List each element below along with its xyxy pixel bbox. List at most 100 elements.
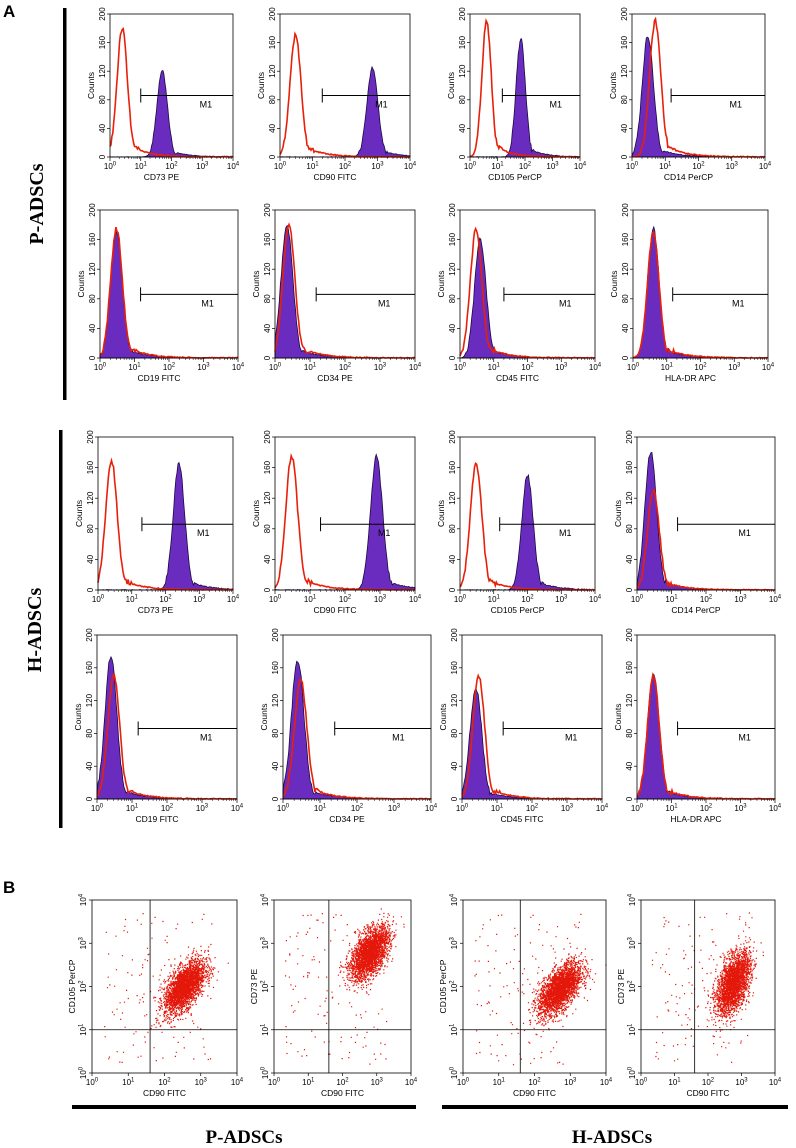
y-tick-label: 0	[458, 154, 467, 159]
x-tick-label: 100	[635, 1078, 648, 1088]
x-tick-label: 100	[456, 804, 469, 814]
y-tick-label: 160	[620, 35, 629, 49]
y-tick-label: 80	[88, 294, 97, 303]
y-tick-label: 40	[620, 123, 629, 132]
isotype-histogram	[631, 16, 766, 158]
x-tick-label: 103	[374, 363, 387, 373]
x-axis-label: CD90 FITC	[321, 1088, 364, 1098]
x-tick-label: 103	[561, 804, 574, 814]
x-tick-label: 100	[464, 162, 477, 172]
y-tick-label: 160	[86, 460, 95, 474]
plot-frame	[274, 436, 416, 591]
panel-label-b: B	[3, 878, 15, 897]
y-axis-label: Counts	[613, 500, 623, 527]
x-axis-label: CD90 FITC	[513, 1088, 556, 1098]
histogram-r3c1: 0 40 80 120 160 200 100 101 102 103 104 Counts CD34 …	[259, 628, 438, 824]
x-tick-label: 104	[231, 804, 244, 814]
x-tick-label: 103	[728, 363, 741, 373]
y-tick-label: 200	[263, 430, 272, 444]
y-tick-label: 200	[86, 430, 95, 444]
y-tick-label: 120	[98, 64, 107, 78]
x-tick-label: 104	[574, 162, 587, 172]
y-tick-label: 0	[86, 587, 95, 592]
y-tick-label: 160	[85, 661, 94, 675]
x-axis-label: CD90 FITC	[314, 172, 357, 182]
x-tick-label: 104	[405, 1078, 418, 1088]
x-tick-label: 100	[104, 162, 117, 172]
y-axis-label: Counts	[86, 72, 96, 99]
x-tick-label: 101	[488, 363, 501, 373]
y-tick-label: 104	[79, 893, 89, 906]
x-tick-label: 100	[631, 595, 644, 605]
x-tick-label: 102	[694, 363, 707, 373]
y-tick-label: 200	[85, 628, 94, 642]
x-tick-label: 103	[197, 363, 210, 373]
y-tick-label: 100	[79, 1066, 89, 1079]
x-tick-label: 100	[274, 162, 287, 172]
x-tick-label: 101	[493, 1078, 506, 1088]
x-axis-label: CD19 FITC	[136, 814, 179, 824]
y-tick-label: 120	[268, 64, 277, 78]
y-tick-label: 0	[85, 796, 94, 801]
y-tick-label: 120	[271, 693, 280, 707]
histogram-r0c0: 0 40 80 120 160 200 100 101 102 103 104 Counts CD73 …	[86, 7, 240, 182]
x-tick-label: 103	[555, 595, 568, 605]
plot-frame	[279, 13, 411, 158]
y-tick-label: 160	[450, 661, 459, 675]
y-tick-label: 40	[86, 554, 95, 563]
y-axis-label: Counts	[436, 500, 446, 527]
x-tick-label: 103	[734, 595, 747, 605]
x-tick-label: 100	[626, 162, 639, 172]
x-axis-label: CD19 FITC	[138, 373, 181, 383]
y-tick-label: 120	[625, 693, 634, 707]
x-tick-label: 104	[600, 1078, 613, 1088]
histogram-r2c1: 0 40 80 120 160 200 100 101 102 103 104 Counts CD90 …	[251, 430, 422, 615]
x-tick-label: 102	[351, 804, 364, 814]
x-tick-label: 101	[659, 162, 672, 172]
y-axis-label: Counts	[73, 704, 83, 731]
x-tick-label: 103	[564, 1078, 577, 1088]
isotype-histogram	[97, 457, 234, 591]
histogram-r1c2: 0 40 80 120 160 200 100 101 102 103 104 Counts CD45 …	[436, 203, 602, 383]
gate-label: M1	[550, 100, 563, 110]
x-tick-label: 102	[700, 595, 713, 605]
y-tick-label: 100	[450, 1066, 460, 1079]
x-tick-label: 102	[158, 1078, 171, 1088]
y-tick-label: 160	[458, 35, 467, 49]
gate-label: M1	[378, 298, 391, 308]
plot-frame	[97, 436, 234, 591]
x-axis-label: CD105 PerCP	[491, 605, 545, 615]
y-tick-label: 0	[448, 355, 457, 360]
x-axis-label: CD90 FITC	[143, 1088, 186, 1098]
y-tick-label: 80	[263, 524, 272, 533]
x-tick-label: 100	[91, 804, 104, 814]
y-tick-label: 200	[620, 7, 629, 21]
x-tick-label: 101	[128, 363, 141, 373]
x-tick-label: 101	[126, 804, 139, 814]
stained-histogram	[636, 672, 776, 800]
scatter-dots	[651, 912, 764, 1063]
y-tick-label: 40	[448, 323, 457, 332]
x-axis-label: CD73 PE	[138, 605, 174, 615]
stained-histogram	[279, 65, 411, 158]
y-tick-label: 103	[450, 936, 460, 949]
x-tick-label: 101	[661, 363, 674, 373]
y-axis-label: CD73 PE	[616, 968, 626, 1004]
x-axis-label: CD14 PerCP	[664, 172, 713, 182]
y-tick-label: 104	[628, 893, 638, 906]
y-tick-label: 0	[621, 355, 630, 360]
plot-frame	[91, 899, 238, 1074]
x-tick-label: 102	[336, 1078, 349, 1088]
scatter-plot-4: 100 101 102 103 104 100 101 102 103 104 CD90 FITC C…	[616, 893, 782, 1098]
y-tick-label: 200	[263, 203, 272, 217]
y-tick-label: 120	[263, 262, 272, 276]
y-tick-label: 80	[620, 95, 629, 104]
x-axis-label: CD34 PE	[317, 373, 353, 383]
histogram-r1c3: 0 40 80 120 160 200 100 101 102 103 104 Counts HLA-D…	[609, 203, 775, 383]
x-tick-label: 104	[589, 595, 602, 605]
y-tick-label: 0	[450, 796, 459, 801]
x-tick-label: 103	[196, 804, 209, 814]
y-tick-label: 200	[458, 7, 467, 21]
x-tick-label: 103	[555, 363, 568, 373]
